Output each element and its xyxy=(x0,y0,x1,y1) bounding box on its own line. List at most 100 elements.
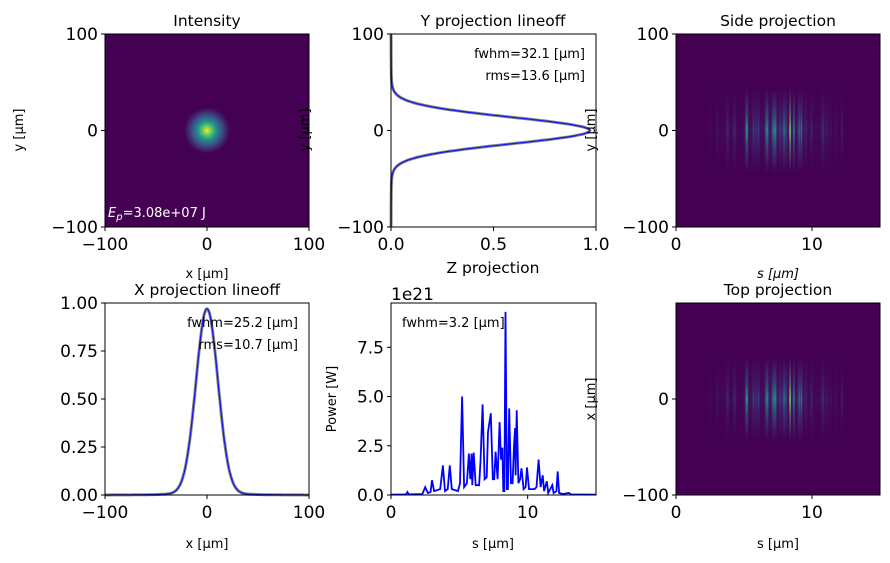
stripe xyxy=(744,34,746,227)
stripe xyxy=(724,303,726,495)
panel-0: −100 0 100 −100 0 100 xyxy=(51,25,325,255)
stripe xyxy=(745,34,747,227)
stripe xyxy=(788,303,790,495)
stripe xyxy=(797,34,798,227)
stripe xyxy=(782,34,783,227)
stripe xyxy=(709,34,711,227)
stripe xyxy=(720,303,722,495)
stripe xyxy=(771,34,773,227)
stripe xyxy=(744,34,745,227)
stripe xyxy=(790,34,792,227)
stripe xyxy=(814,34,816,227)
x-tick-label: −100 xyxy=(82,503,129,523)
fit-line xyxy=(389,34,592,227)
stripe xyxy=(824,34,826,227)
stripe xyxy=(798,34,800,227)
x-tick-label: 0.5 xyxy=(480,235,507,255)
stripe xyxy=(763,303,764,495)
stripe xyxy=(749,303,751,495)
stripe xyxy=(791,303,793,495)
z-fwhm-annotation: fwhm=3.2 [μm] xyxy=(402,316,505,331)
stripe xyxy=(827,303,829,495)
stripe xyxy=(765,303,767,495)
stripe xyxy=(754,34,756,227)
stripe xyxy=(739,303,741,495)
stripe xyxy=(741,34,743,227)
stripe xyxy=(799,303,800,495)
stripe xyxy=(717,303,719,495)
stripe xyxy=(803,34,805,227)
stripe xyxy=(720,34,722,227)
y-tick-label: −100 xyxy=(622,486,669,506)
stripe xyxy=(837,303,839,495)
stripe xyxy=(817,303,819,495)
stripe xyxy=(735,303,737,495)
ylabel-side-projection: y [μm] xyxy=(584,109,599,152)
stripe xyxy=(754,303,756,495)
stripe xyxy=(784,303,785,495)
stripe xyxy=(774,303,776,495)
y-tick-label: 0.50 xyxy=(60,390,98,410)
stripe xyxy=(796,34,798,227)
stripe xyxy=(803,34,805,227)
stripe xyxy=(841,303,843,495)
stripe xyxy=(823,34,825,227)
stripe xyxy=(792,303,794,495)
stripe xyxy=(770,303,772,495)
stripe xyxy=(807,303,809,495)
stripe xyxy=(738,303,740,495)
stripe xyxy=(839,303,841,495)
stripe xyxy=(782,303,783,495)
stripe xyxy=(785,303,787,495)
stripe xyxy=(780,303,782,495)
stripe xyxy=(826,34,828,227)
stripe xyxy=(711,34,713,227)
stripe xyxy=(790,34,792,227)
stripe xyxy=(725,303,727,495)
title-y-projection: Y projection lineoff xyxy=(420,12,566,30)
stripe xyxy=(729,303,730,495)
stripe xyxy=(801,303,803,495)
stripe xyxy=(841,34,843,227)
stripe xyxy=(754,34,756,227)
y-fwhm-annotation: fwhm=32.1 [μm] xyxy=(474,47,585,62)
stripe xyxy=(741,34,743,227)
stripe xyxy=(715,303,717,495)
xlabel-z-projection: s [μm] xyxy=(472,537,514,552)
x-tick-label: 1.0 xyxy=(582,235,609,255)
stripe xyxy=(809,34,811,227)
stripe xyxy=(767,34,768,227)
stripe xyxy=(787,34,789,227)
stripe xyxy=(799,303,801,495)
stripe xyxy=(726,34,728,227)
z-offset-text: 1e21 xyxy=(391,285,434,305)
stripe xyxy=(732,34,734,227)
stripe xyxy=(711,303,713,495)
stripe xyxy=(810,34,812,227)
stripe xyxy=(796,303,798,495)
stripe xyxy=(778,303,780,495)
stripe xyxy=(727,303,729,495)
stripe xyxy=(813,34,815,227)
stripe xyxy=(835,303,837,495)
stripe xyxy=(733,34,734,227)
stripe xyxy=(747,34,749,227)
stripe xyxy=(736,303,738,495)
stripe xyxy=(812,34,814,227)
stripe xyxy=(794,34,796,227)
stripe xyxy=(770,34,772,227)
stripe xyxy=(761,34,762,227)
stripe xyxy=(761,303,763,495)
stripe xyxy=(782,303,784,495)
stripe xyxy=(816,303,818,495)
stripe xyxy=(833,303,835,495)
stripe xyxy=(733,34,735,227)
stripe xyxy=(724,34,726,227)
stripe xyxy=(708,303,710,495)
stripe xyxy=(831,303,833,495)
stripe xyxy=(798,303,800,495)
stripe xyxy=(741,303,743,495)
stripe xyxy=(831,34,833,227)
stripe xyxy=(746,303,747,495)
